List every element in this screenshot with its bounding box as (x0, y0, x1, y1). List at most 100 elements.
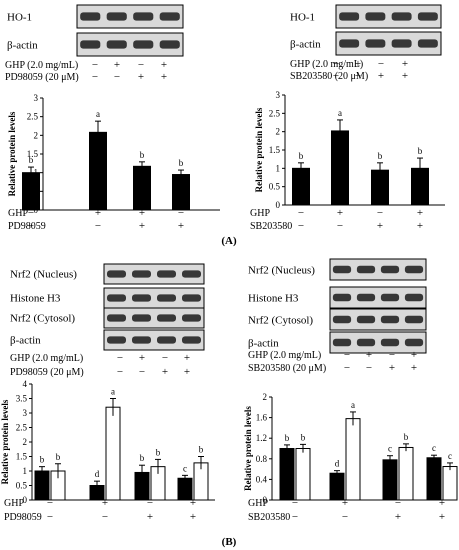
bar (105, 406, 121, 501)
condition-label: SB203580 (250, 221, 292, 232)
condition-mark: + (439, 497, 445, 509)
blot-band (157, 336, 176, 344)
condition-mark: + (417, 220, 423, 232)
blot-condition-mark: − (378, 58, 384, 70)
condition-mark: + (139, 220, 145, 232)
condition-mark: − (292, 497, 298, 509)
blot-band-label: HO-1 (7, 12, 32, 24)
blot-band-label: Nrf2 (Cytosol) (248, 314, 313, 326)
blot-band-box (335, 31, 442, 56)
blot-condition-mark: − (366, 362, 372, 374)
blot-condition-label: PD98059 (20 μM) (10, 367, 84, 378)
blot-band (106, 12, 127, 21)
blot-band (365, 39, 386, 48)
blot-band (339, 12, 360, 21)
significance-letter: b (140, 150, 145, 160)
blot-band (356, 338, 376, 347)
blot-band (107, 270, 126, 278)
blot-band (391, 39, 412, 48)
condition-mark: + (190, 511, 196, 523)
bar (89, 131, 107, 211)
blot-band (80, 12, 101, 21)
blot-condition-mark: − (92, 59, 98, 71)
blot-band (404, 293, 424, 302)
y-tick-label: 2.5 (16, 423, 28, 433)
blot-condition-mark: + (389, 362, 395, 374)
y-axis-label: Relative protein levels (243, 406, 253, 491)
blot-band (182, 294, 201, 302)
blot-band (132, 314, 151, 322)
significance-letter: a (338, 108, 342, 118)
y-tick-label: 3.5 (16, 394, 28, 404)
blot-band (133, 40, 154, 49)
blot-band (380, 338, 400, 347)
condition-mark: − (102, 511, 108, 523)
bar (329, 472, 345, 501)
condition-label: GHP (4, 498, 24, 509)
condition-mark: + (342, 497, 348, 509)
y-tick-label: 0.5 (16, 481, 28, 491)
panel-label-a: (A) (221, 235, 237, 247)
blot-condition-label: SB203580 (20 μM) (290, 71, 368, 82)
y-axis-label: Relative protein levels (254, 107, 264, 192)
y-tick-label: 0.4 (256, 474, 268, 484)
bar (133, 165, 151, 211)
blot-band (417, 39, 438, 48)
condition-label: GHP (250, 208, 270, 219)
blot-condition-mark: + (366, 349, 372, 361)
blot-band (107, 336, 126, 344)
y-tick-label: 0 (276, 200, 281, 210)
significance-letter: b (40, 455, 45, 465)
bar (426, 457, 442, 501)
significance-letter: c (432, 443, 436, 453)
blot-condition-mark: + (184, 366, 190, 378)
blot-band (339, 39, 360, 48)
blot-band-label: β-actin (7, 40, 38, 52)
significance-letter: b (299, 151, 304, 161)
condition-mark: − (95, 220, 101, 232)
y-tick-label: 3 (23, 408, 28, 418)
condition-mark: − (28, 207, 34, 219)
blot-band-box (103, 263, 205, 285)
condition-mark: − (147, 497, 153, 509)
blot-band (356, 265, 376, 274)
blot-band (356, 293, 376, 302)
condition-mark: − (342, 511, 348, 523)
bar (398, 446, 414, 501)
blot-band (132, 270, 151, 278)
condition-mark: − (298, 207, 304, 219)
blot-condition-mark: − (139, 366, 145, 378)
blot-condition-mark: − (162, 352, 168, 364)
blot-condition-mark: − (333, 58, 339, 70)
blot-band (132, 294, 151, 302)
y-tick-label: 0 (23, 495, 28, 505)
blot-band-box (76, 4, 184, 29)
blot-band-box (103, 329, 205, 351)
blot-condition-mark: − (117, 366, 123, 378)
panel-label-b: (B) (222, 536, 237, 548)
blot-band (157, 294, 176, 302)
significance-letter: b (56, 452, 61, 462)
blot-condition-mark: − (344, 349, 350, 361)
y-axis-label: Relative protein levels (0, 399, 10, 484)
condition-mark: + (139, 207, 145, 219)
significance-letter: b (179, 158, 184, 168)
condition-mark: + (439, 511, 445, 523)
significance-letter: b (29, 155, 34, 165)
blot-condition-mark: − (389, 349, 395, 361)
blot-band-box (329, 331, 427, 354)
condition-mark: + (95, 207, 101, 219)
condition-mark: + (178, 220, 184, 232)
blot-condition-mark: + (161, 71, 167, 83)
blot-condition-mark: + (411, 362, 417, 374)
blot-band (417, 12, 438, 21)
y-tick-label: 4 (23, 379, 28, 389)
condition-mark: − (292, 511, 298, 523)
blot-condition-mark: − (138, 59, 144, 71)
significance-letter: b (301, 432, 306, 442)
y-tick-label: 2 (23, 437, 28, 447)
blot-band-label: Nrf2 (Cytosol) (10, 313, 75, 325)
blot-band-label: Nrf2 (Nucleus) (248, 264, 315, 276)
blot-condition-mark: + (184, 352, 190, 364)
